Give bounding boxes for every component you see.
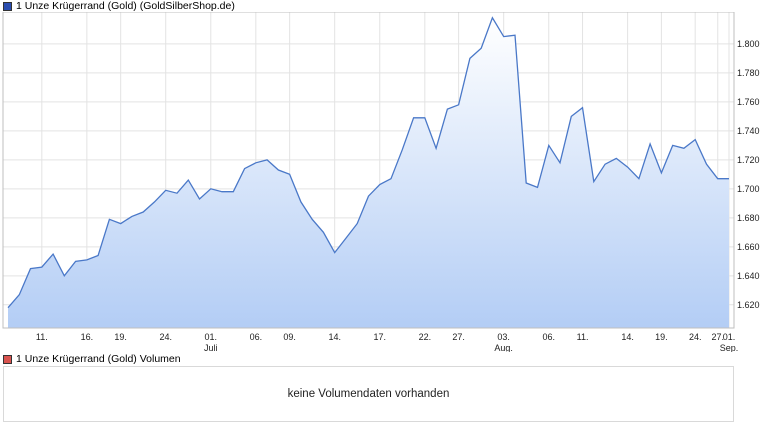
y-tick-label: 1.760 [737, 97, 760, 107]
x-tick-month-label: Juli [204, 343, 218, 352]
x-tick-label: 14. [328, 332, 341, 342]
price-legend: 1 Unze Krügerrand (Gold) (GoldSilberShop… [3, 0, 235, 12]
x-tick-label: 01. [723, 332, 736, 342]
y-tick-label: 1.800 [737, 39, 760, 49]
volume-legend-swatch [3, 354, 12, 364]
x-tick-label: 06. [542, 332, 555, 342]
volume-empty-message: keine Volumendaten vorhanden [287, 388, 450, 400]
x-tick-label: 06. [250, 332, 263, 342]
y-axis: 1.620 1.640 1.660 1.680 1.700 1.720 1.740 1.760… [737, 39, 760, 310]
x-tick-label: 22. [419, 332, 432, 342]
volume-panel: keine Volumendaten vorhanden [3, 366, 734, 422]
x-tick-label: 09. [283, 332, 296, 342]
price-chart: 1.620 1.640 1.660 1.680 1.700 1.720 1.740 1.760… [2, 12, 760, 352]
y-tick-label: 1.780 [737, 68, 760, 78]
price-legend-swatch [3, 1, 12, 11]
x-tick-label: 24. [159, 332, 172, 342]
y-tick-label: 1.700 [737, 184, 760, 194]
volume-legend: 1 Unze Krügerrand (Gold) Volumen [3, 353, 181, 365]
volume-legend-label: 1 Unze Krügerrand (Gold) Volumen [16, 353, 181, 365]
price-line [7, 16, 729, 309]
y-tick-label: 1.740 [737, 126, 760, 136]
x-tick-label: 27. [711, 332, 724, 342]
x-tick-label: 14. [621, 332, 634, 342]
x-tick-month-label: Sep. [720, 343, 739, 352]
x-tick-label: 16. [81, 332, 94, 342]
price-legend-label: 1 Unze Krügerrand (Gold) (GoldSilberShop… [16, 0, 235, 12]
x-tick-label: 11. [577, 332, 589, 342]
x-tick-label: 11. [36, 332, 48, 342]
x-tick-label: 03. [497, 332, 510, 342]
price-area [8, 17, 729, 329]
x-tick-label: 27. [452, 332, 465, 342]
x-tick-label: 19. [114, 332, 127, 342]
y-tick-label: 1.720 [737, 155, 760, 165]
x-tick-month-label: Aug. [494, 343, 513, 352]
x-tick-label: 24. [689, 332, 702, 342]
y-tick-label: 1.680 [737, 213, 760, 223]
y-tick-label: 1.620 [737, 300, 760, 310]
x-tick-label: 19. [655, 332, 668, 342]
y-tick-label: 1.640 [737, 271, 760, 281]
y-tick-label: 1.660 [737, 242, 760, 252]
x-tick-label: 17. [374, 332, 387, 342]
plot-frame [2, 12, 735, 329]
x-tick-label: 01. [205, 332, 218, 342]
